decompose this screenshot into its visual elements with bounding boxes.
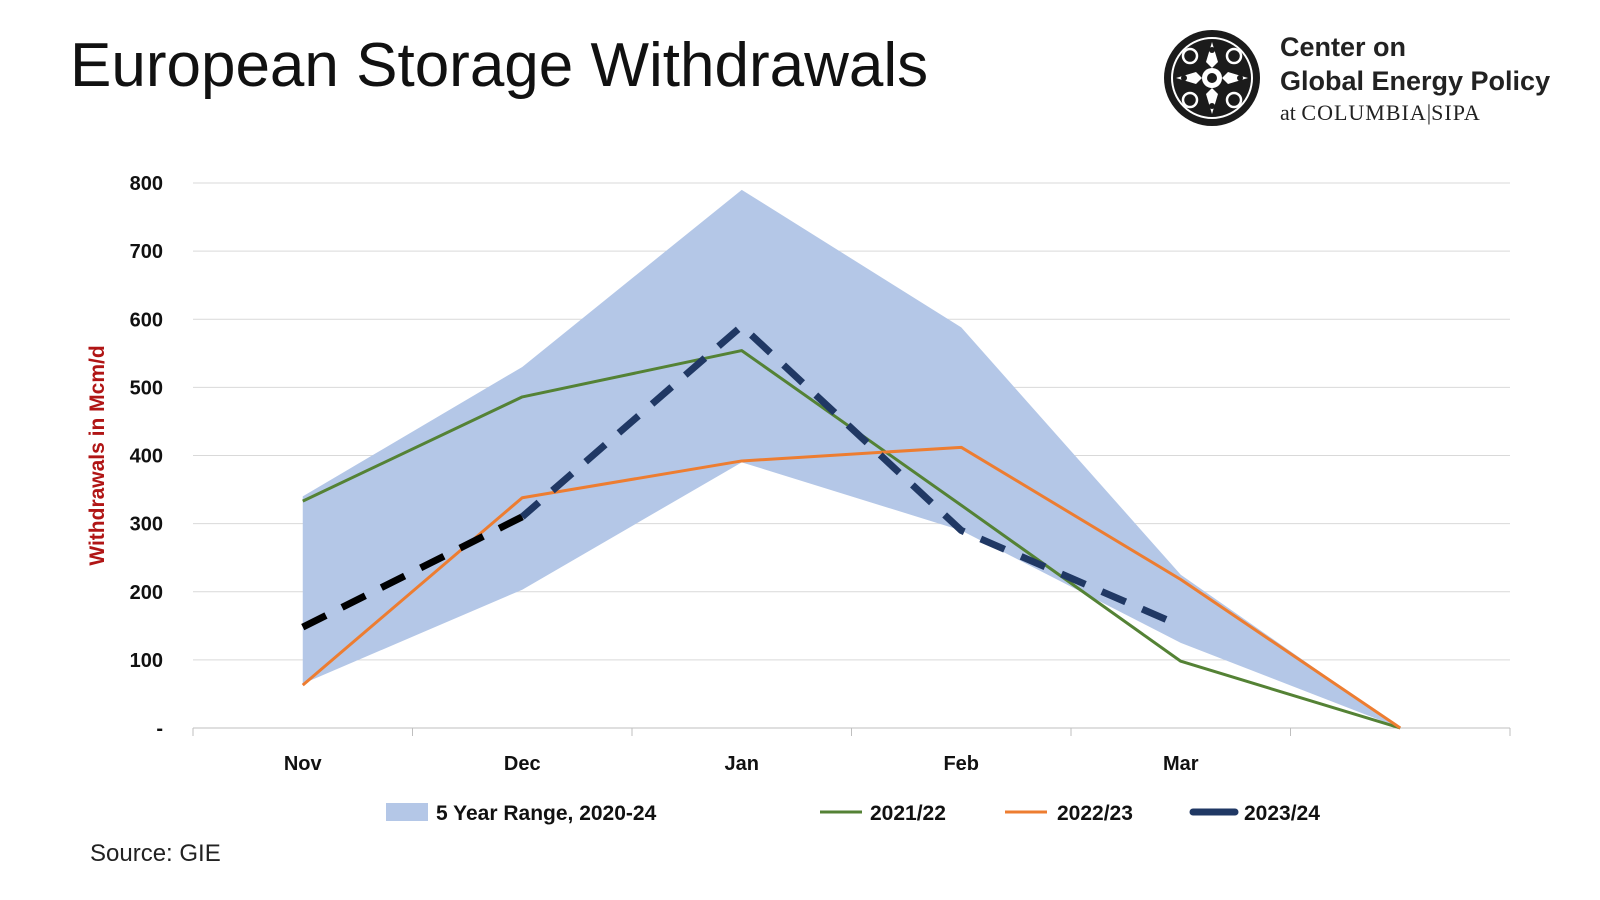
legend-label-2023-24: 2023/24 (1244, 802, 1320, 825)
logo-at: at (1280, 100, 1296, 125)
page-title: European Storage Withdrawals (70, 31, 929, 100)
legend-label-2021-22: 2021/22 (870, 802, 946, 825)
range-band (302, 189, 1401, 728)
y-tick-label: 100 (130, 650, 163, 672)
logo-line-columbia-sipa: at COLUMBIA|SIPA (1280, 100, 1481, 126)
x-tick-label: Nov (284, 753, 323, 775)
series-line-2023-24 (519, 322, 1183, 630)
x-tick-label: Mar (1163, 753, 1199, 775)
y-tick-label: 700 (130, 241, 163, 263)
x-tick-label: Dec (504, 753, 541, 775)
x-tick-label: Jan (725, 753, 759, 775)
x-tick-label: Feb (943, 753, 979, 775)
legend-label-2022-23: 2022/23 (1057, 802, 1133, 825)
y-tick-label: - (156, 718, 163, 740)
logo-columbia: COLUMBIA (1301, 100, 1427, 125)
y-tick-label: 400 (130, 446, 163, 468)
source-note: Source: GIE (90, 840, 221, 867)
y-tick-label: 800 (130, 173, 163, 195)
logo-sipa: SIPA (1431, 100, 1481, 125)
y-tick-label: 300 (130, 514, 163, 536)
logo-line-center-on: Center on (1280, 32, 1407, 62)
columbia-seal-icon (1164, 30, 1260, 126)
y-axis-title: Withdrawals in Mcm/d (86, 345, 109, 565)
center-logo: Center on Global Energy Policy at COLUMB… (1162, 28, 1592, 132)
y-tick-label: 500 (130, 377, 163, 399)
legend-swatch-range (386, 803, 428, 821)
legend-label-range: 5 Year Range, 2020-24 (436, 802, 657, 825)
logo-line-global-energy-policy: Global Energy Policy (1280, 66, 1551, 96)
y-tick-label: 600 (130, 309, 163, 331)
logo-separator: | (1426, 100, 1432, 125)
series-line-2022-23 (301, 445, 1402, 730)
y-tick-label: 200 (130, 582, 163, 604)
